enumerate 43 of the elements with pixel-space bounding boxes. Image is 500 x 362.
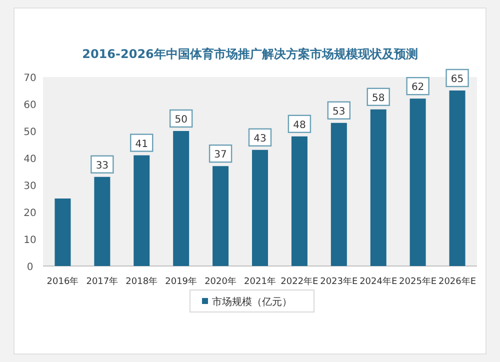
bar <box>54 198 71 266</box>
bar <box>212 166 229 266</box>
x-tick-label: 2017年 <box>86 276 118 287</box>
data-label: 41 <box>135 138 148 150</box>
y-tick-label: 70 <box>24 73 36 84</box>
y-tick-label: 10 <box>24 235 36 246</box>
y-tick-label: 0 <box>26 262 34 273</box>
data-label: 62 <box>411 82 424 94</box>
x-tick-label: 2024年E <box>360 276 398 287</box>
x-tick-label: 2018年 <box>126 276 158 287</box>
bar <box>94 176 110 266</box>
bar <box>410 98 426 266</box>
data-label: 33 <box>96 160 109 172</box>
bar <box>330 122 347 266</box>
x-tick-label: 2022年E <box>280 276 319 287</box>
x-tick-label: 2019年 <box>165 276 198 287</box>
y-tick-label: 20 <box>24 208 36 219</box>
bar <box>252 150 268 266</box>
bar <box>449 90 466 266</box>
x-tick-label: 2026年E <box>438 276 476 287</box>
y-tick-label: 60 <box>24 100 36 111</box>
x-tick-label: 2025年E <box>399 276 437 287</box>
data-label: 37 <box>214 150 227 161</box>
bar <box>370 109 386 266</box>
bar <box>134 155 150 266</box>
x-tick-label: 2023年E <box>320 276 358 287</box>
data-label: 58 <box>372 92 385 104</box>
data-label: 43 <box>254 133 266 144</box>
data-label: 48 <box>293 120 306 131</box>
legend-label: 市场规模（亿元） <box>212 296 292 308</box>
data-label: 65 <box>450 74 464 85</box>
y-tick-label: 40 <box>24 154 36 165</box>
x-tick-label: 2021年 <box>244 276 276 287</box>
chart-title: 2016-2026年中国体育市场推广解决方案市场规模现状及预测 <box>82 47 418 61</box>
x-tick-label: 2020年 <box>204 276 236 287</box>
x-tick-label: 2016年 <box>46 276 79 287</box>
y-tick-label: 30 <box>24 181 36 192</box>
y-tick-label: 50 <box>24 127 36 138</box>
bar <box>173 131 190 266</box>
data-label: 50 <box>174 114 188 126</box>
data-label: 53 <box>332 106 346 118</box>
legend: 市场规模（亿元） <box>190 290 314 312</box>
bar <box>291 136 308 266</box>
